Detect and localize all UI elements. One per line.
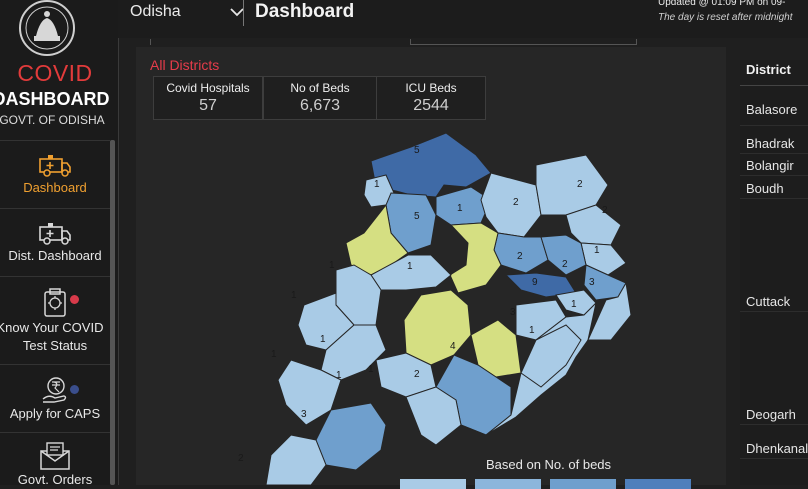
panel-topline (136, 39, 726, 45)
page-title: Dashboard (255, 1, 355, 22)
updated-time: Updated @ 01:09 PM on 09- (658, 0, 786, 8)
map-number: 1 (271, 349, 277, 360)
map-number: 1 (594, 245, 600, 256)
odisha-emblem-logo (19, 0, 75, 56)
sidebar-item-apply-caps[interactable]: Apply for CAPS (0, 364, 110, 433)
notification-dot (70, 295, 79, 304)
map-number: 1 (291, 290, 297, 301)
map-number: 5 (414, 145, 420, 156)
map-number: 5 (414, 211, 420, 222)
stat-value: 57 (199, 97, 217, 114)
sidebar: COVID DASHBOARD GOVT. OF ODISHA Dashboar… (0, 0, 119, 485)
main-panel: All Districts Covid Hospitals 57 No of B… (136, 47, 726, 489)
notification-dot (70, 385, 79, 394)
brand-govt: GOVT. OF ODISHA (0, 113, 105, 127)
state-select[interactable]: Odisha (130, 3, 250, 25)
table-row[interactable]: Boudh (740, 181, 808, 199)
table-row[interactable]: Balasore (740, 102, 808, 126)
map-number: 1 (329, 260, 335, 271)
chevron-down-icon (230, 8, 244, 17)
sidebar-item-label: Dashboard (23, 180, 87, 195)
map-number: 3 (589, 277, 595, 288)
sidebar-item-dashboard[interactable]: Dashboard (0, 140, 110, 209)
map-number: 2 (513, 197, 519, 208)
map-number: 1 (374, 179, 380, 190)
map-number: 1 (571, 299, 577, 310)
brand-subtitle: DASHBOARD (0, 89, 110, 109)
district-region (449, 222, 502, 294)
table-row[interactable]: Cuttack (740, 294, 808, 312)
map-number: 2 (414, 369, 420, 380)
legend-swatch (550, 479, 616, 489)
district-region (480, 172, 542, 238)
map-number: 9 (532, 277, 538, 288)
sidebar-item-label: Know Your COVID (0, 320, 104, 335)
map-number: 1 (457, 203, 463, 214)
map-number: 2 (577, 179, 583, 190)
table-row[interactable]: Bolangir (740, 158, 808, 176)
ambulance-icon (39, 155, 71, 177)
state-select-value: Odisha (130, 3, 181, 20)
table-row[interactable]: Dhenkanal (740, 441, 808, 459)
table-row[interactable]: Deogarh (740, 407, 808, 425)
district-region (370, 254, 452, 291)
map-number: 2 (602, 205, 608, 216)
district-region (403, 289, 472, 366)
stat-label: ICU Beds (405, 81, 457, 95)
top-bar: Odisha Dashboard Updated @ 01:09 PM on 0… (118, 0, 808, 38)
district-region (277, 359, 342, 426)
update-info: Updated @ 01:09 PM on 09- The day is res… (658, 0, 808, 25)
district-region (587, 281, 632, 341)
stat-icu-beds: ICU Beds 2544 (376, 76, 486, 120)
map-number: 4 (450, 341, 456, 352)
sidebar-item-label: Apply for CAPS (9, 406, 101, 421)
stat-value: 2544 (413, 97, 449, 114)
map-number: 1 (407, 261, 413, 272)
map-number: 2 (517, 251, 523, 262)
stat-no-of-beds: No of Beds 6,673 (263, 76, 377, 120)
section-title: All Districts (150, 57, 220, 73)
map-number: 2 (238, 453, 244, 464)
stat-label: No of Beds (290, 81, 350, 95)
divider (243, 0, 244, 26)
district-table: District Balasore Bhadrak Bolangir Boudh… (740, 60, 808, 485)
stat-label: Covid Hospitals (166, 81, 250, 95)
map-number: 1 (368, 364, 374, 375)
sidebar-item-test-status[interactable]: Know Your COVID Test Status (0, 276, 110, 365)
reset-note: The day is reset after midnight (658, 12, 793, 23)
sidebar-item-govt-orders[interactable]: Govt. Orders (0, 432, 110, 485)
map-labels: 5 1 5 1 2 2 2 1 2 2 9 3 1 1 1 1 1 1 4 1 … (238, 145, 608, 464)
test-kit-icon (44, 288, 66, 317)
legend-swatch (625, 479, 691, 489)
map-number: 2 (562, 259, 568, 270)
sidebar-item-label: Govt. Orders (17, 472, 93, 485)
brand-title: COVID (17, 60, 93, 86)
district-region (520, 324, 582, 388)
legend-swatch (475, 479, 541, 489)
stat-value: 6,673 (299, 97, 341, 114)
district-region (265, 434, 327, 485)
legend-title: Based on No. of beds (486, 457, 612, 472)
map-number: 3 (301, 409, 307, 420)
legend-swatch (400, 479, 466, 489)
envelope-icon (40, 442, 70, 470)
table-header-district: District (740, 62, 808, 86)
ambulance-icon (39, 223, 71, 245)
stat-covid-hospitals: Covid Hospitals 57 (153, 76, 263, 120)
sidebar-item-dist-dashboard[interactable]: Dist. Dashboard (0, 208, 110, 277)
sidebar-item-label: Dist. Dashboard (8, 248, 102, 263)
odisha-district-map[interactable]: 5 1 5 1 2 2 2 1 2 2 9 3 1 1 1 1 1 1 4 1 … (236, 125, 656, 485)
sidebar-scrollbar[interactable] (110, 140, 115, 485)
rupee-hand-icon (42, 377, 67, 403)
map-number: 1 (529, 325, 535, 336)
map-number: 1 (320, 334, 326, 345)
table-row[interactable]: Bhadrak (740, 136, 808, 154)
map-number: 1 (336, 370, 342, 381)
sidebar-item-label-2: Test Status (22, 338, 88, 353)
map-number: 3 (510, 307, 516, 318)
